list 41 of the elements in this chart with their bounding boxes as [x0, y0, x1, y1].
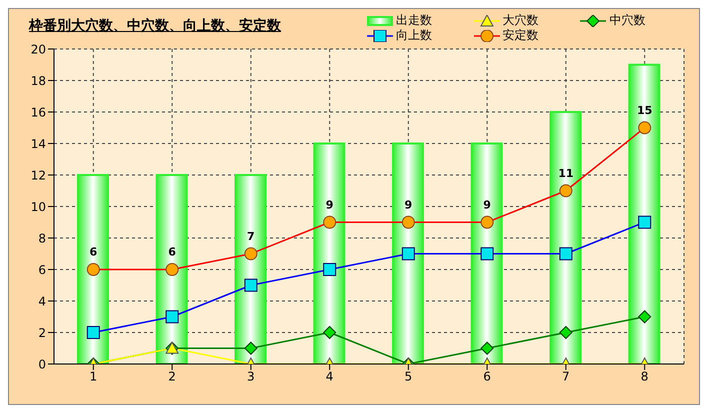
- bar: [392, 142, 424, 364]
- bar: [234, 174, 266, 364]
- y-tick-label: 14: [30, 136, 46, 151]
- legend-label: 中穴数: [609, 13, 646, 28]
- data-label: 6: [168, 246, 176, 258]
- bar: [313, 142, 346, 364]
- y-tick-label: 10: [30, 200, 46, 214]
- x-tick-label: 3: [247, 370, 255, 384]
- y-tick-label: 6: [38, 262, 46, 277]
- x-tick-label: 7: [562, 370, 570, 384]
- legend-label: 大穴数: [502, 13, 539, 28]
- data-label: 15: [636, 104, 652, 117]
- x-tick-label: 5: [404, 370, 412, 384]
- data-label: 9: [483, 198, 491, 212]
- y-tick-label: 8: [38, 231, 46, 246]
- legend-label: 向上数: [396, 28, 432, 43]
- y-tick-label: 18: [30, 74, 46, 88]
- data-label: 7: [247, 230, 255, 243]
- y-tick-label: 12: [30, 168, 46, 182]
- bar: [470, 142, 503, 364]
- x-tick-label: 2: [168, 370, 176, 384]
- legend-label: 安定数: [502, 28, 539, 43]
- bar: [550, 111, 582, 364]
- y-tick-label: 0: [38, 357, 46, 372]
- data-label: 6: [90, 246, 98, 258]
- data-label: 9: [404, 198, 412, 212]
- x-tick-label: 4: [326, 370, 334, 384]
- bar: [77, 174, 109, 364]
- y-tick-label: 20: [30, 42, 46, 56]
- bar: [628, 64, 660, 364]
- y-tick-label: 2: [38, 326, 46, 340]
- data-label: 11: [558, 166, 574, 180]
- chart-title: 枠番別大穴数、中穴数、向上数、安定数: [29, 17, 281, 35]
- bar: [156, 174, 188, 364]
- x-tick-label: 8: [640, 370, 648, 384]
- x-tick-label: 6: [483, 370, 491, 384]
- legend-label: 出走数: [396, 13, 432, 28]
- y-tick-label: 16: [30, 105, 46, 120]
- y-tick-label: 4: [38, 294, 46, 308]
- x-tick-label: 1: [90, 370, 98, 384]
- data-label: 9: [326, 198, 334, 212]
